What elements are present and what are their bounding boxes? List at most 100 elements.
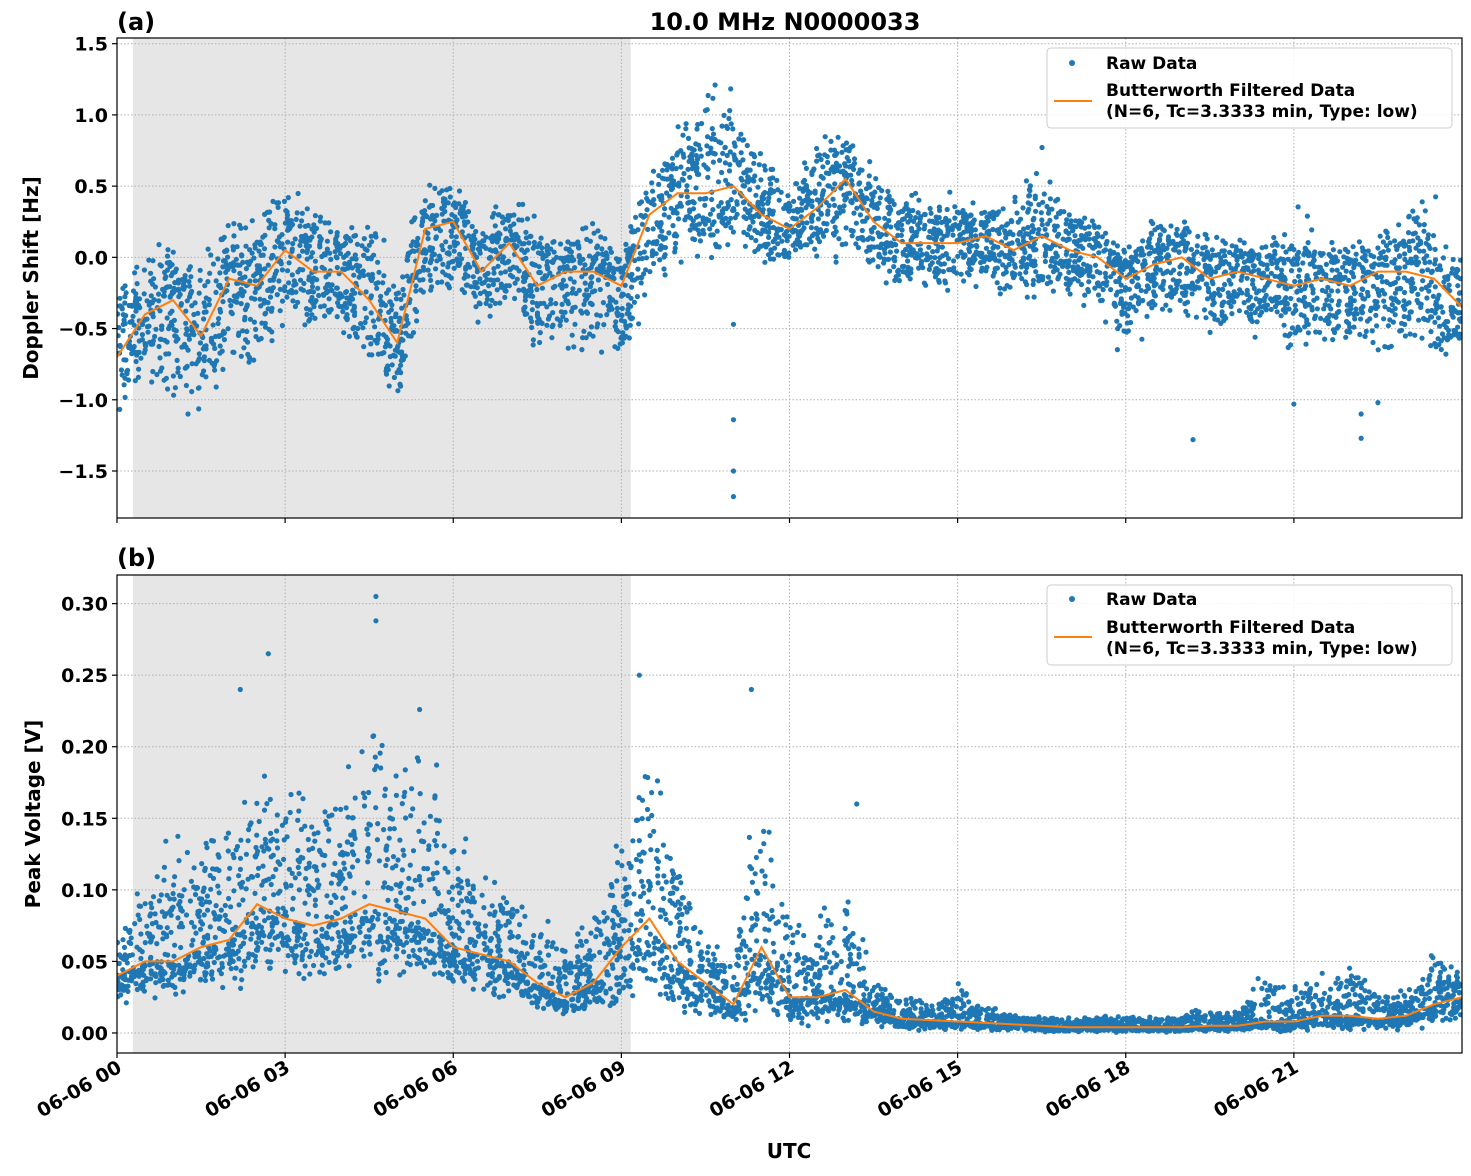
raw-point (1076, 244, 1081, 249)
raw-point (259, 321, 264, 326)
raw-point (276, 205, 281, 210)
raw-point (1417, 222, 1422, 227)
raw-point (1237, 308, 1242, 313)
raw-point (560, 302, 565, 307)
raw-point (1220, 301, 1225, 306)
raw-point (269, 329, 274, 334)
raw-point (138, 956, 143, 961)
raw-point (1292, 279, 1297, 284)
raw-point (493, 223, 498, 228)
raw-point (508, 267, 513, 272)
raw-point (1409, 277, 1414, 282)
raw-point (495, 239, 500, 244)
raw-point (651, 197, 656, 202)
raw-point (1086, 279, 1091, 284)
raw-point (248, 937, 253, 942)
raw-point (865, 237, 870, 242)
y-tick-label: 1.0 (74, 105, 108, 127)
raw-point (894, 249, 899, 254)
raw-point (1283, 310, 1288, 315)
raw-point-outlier (731, 468, 736, 473)
raw-point (275, 906, 280, 911)
raw-point (1264, 293, 1269, 298)
raw-point (565, 292, 570, 297)
raw-point (1296, 204, 1301, 209)
raw-point (1081, 303, 1086, 308)
raw-point (1436, 315, 1441, 320)
raw-point (262, 896, 267, 901)
raw-point (678, 201, 683, 206)
raw-point (1067, 258, 1072, 263)
raw-point (1286, 257, 1291, 262)
raw-point (221, 954, 226, 959)
raw-point (519, 218, 524, 223)
raw-point (262, 246, 267, 251)
raw-point (1296, 250, 1301, 255)
raw-point (1087, 272, 1092, 277)
raw-point (1075, 264, 1080, 269)
raw-point (1220, 309, 1225, 314)
raw-point (269, 854, 274, 859)
raw-point (676, 124, 681, 129)
raw-point (1375, 245, 1380, 250)
raw-point (255, 930, 260, 935)
raw-point (768, 256, 773, 261)
raw-point (717, 244, 722, 249)
raw-point (836, 236, 841, 241)
raw-point (387, 383, 392, 388)
raw-point (370, 272, 375, 277)
raw-point (1320, 288, 1325, 293)
raw-point (741, 214, 746, 219)
raw-point (1393, 257, 1398, 262)
raw-point (1337, 272, 1342, 277)
raw-point (313, 213, 318, 218)
raw-point (797, 196, 802, 201)
raw-point (200, 941, 205, 946)
raw-point (1253, 310, 1258, 315)
raw-point (516, 288, 521, 293)
raw-point (967, 242, 972, 247)
raw-point (313, 266, 318, 271)
raw-point (854, 221, 859, 226)
raw-point (882, 216, 887, 221)
raw-point (558, 318, 563, 323)
raw-point (1108, 287, 1113, 292)
raw-point (763, 223, 768, 228)
raw-point (218, 309, 223, 314)
raw-point (131, 288, 136, 293)
raw-point (156, 298, 161, 303)
raw-point (1157, 238, 1162, 243)
raw-point (124, 1000, 129, 1005)
raw-point (177, 893, 182, 898)
raw-point (193, 300, 198, 305)
raw-point (957, 223, 962, 228)
raw-point (219, 908, 224, 913)
raw-point (582, 292, 587, 297)
raw-point (521, 306, 526, 311)
raw-point (1420, 278, 1425, 283)
raw-point (344, 289, 349, 294)
raw-point (909, 226, 914, 231)
raw-point (1305, 273, 1310, 278)
raw-point (1305, 249, 1310, 254)
raw-point (381, 350, 386, 355)
raw-point (768, 181, 773, 186)
raw-point (283, 208, 288, 213)
raw-point (709, 255, 714, 260)
raw-point (392, 353, 397, 358)
raw-point (900, 217, 905, 222)
raw-point (1096, 250, 1101, 255)
raw-point (165, 247, 170, 252)
raw-point (1129, 295, 1134, 300)
raw-point (242, 800, 247, 805)
raw-point (959, 272, 964, 277)
raw-point (413, 283, 418, 288)
raw-point (458, 208, 463, 213)
raw-point (695, 172, 700, 177)
raw-point (148, 271, 153, 276)
raw-point (661, 266, 666, 271)
raw-point (148, 911, 153, 916)
raw-point (572, 322, 577, 327)
raw-point (885, 242, 890, 247)
raw-point (1296, 274, 1301, 279)
